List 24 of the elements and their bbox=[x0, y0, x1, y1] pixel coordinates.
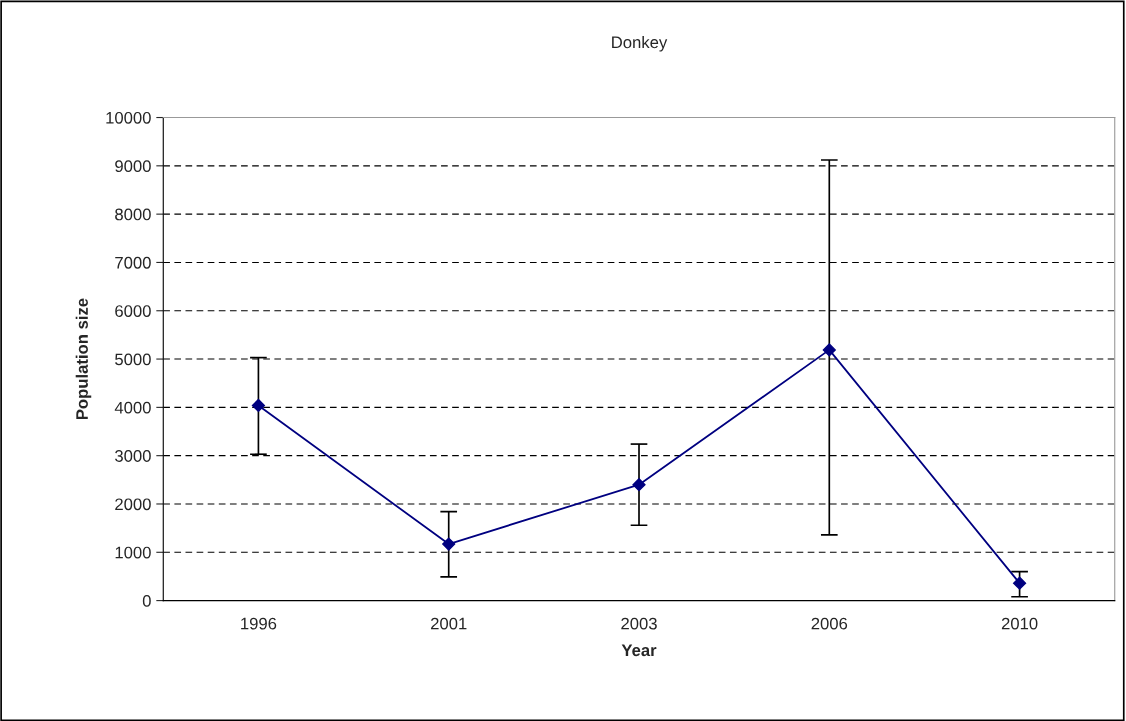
y-tick-label: 0 bbox=[142, 594, 151, 607]
y-axis-title: Population size bbox=[75, 298, 92, 420]
x-tick-label: 2010 bbox=[1001, 617, 1038, 630]
y-tick-label: 4000 bbox=[114, 401, 151, 414]
x-tick-label: 2006 bbox=[811, 617, 848, 630]
chart-title: Donkey bbox=[612, 36, 668, 52]
y-tick-label: 6000 bbox=[115, 305, 151, 317]
y-tick-label: 7000 bbox=[115, 256, 151, 269]
x-tick-label: 2001 bbox=[431, 617, 467, 630]
point bbox=[632, 478, 646, 492]
point bbox=[1013, 576, 1027, 590]
point bbox=[442, 537, 456, 551]
y-tick-label: 9000 bbox=[115, 160, 151, 173]
point bbox=[251, 398, 266, 413]
y-tick-label: 8000 bbox=[115, 208, 151, 221]
y-tick-label: 3000 bbox=[115, 450, 151, 462]
x-tick-label: 1996 bbox=[241, 617, 277, 630]
point bbox=[822, 343, 836, 357]
y-tick-label: 5000 bbox=[115, 353, 151, 366]
y-tick-label: 1000 bbox=[115, 546, 151, 559]
y-tick-label: 10000 bbox=[106, 111, 151, 124]
x-tick-label: 2003 bbox=[621, 617, 657, 630]
x-axis-title: Year bbox=[621, 644, 657, 657]
y-tick-label: 2000 bbox=[115, 498, 151, 511]
